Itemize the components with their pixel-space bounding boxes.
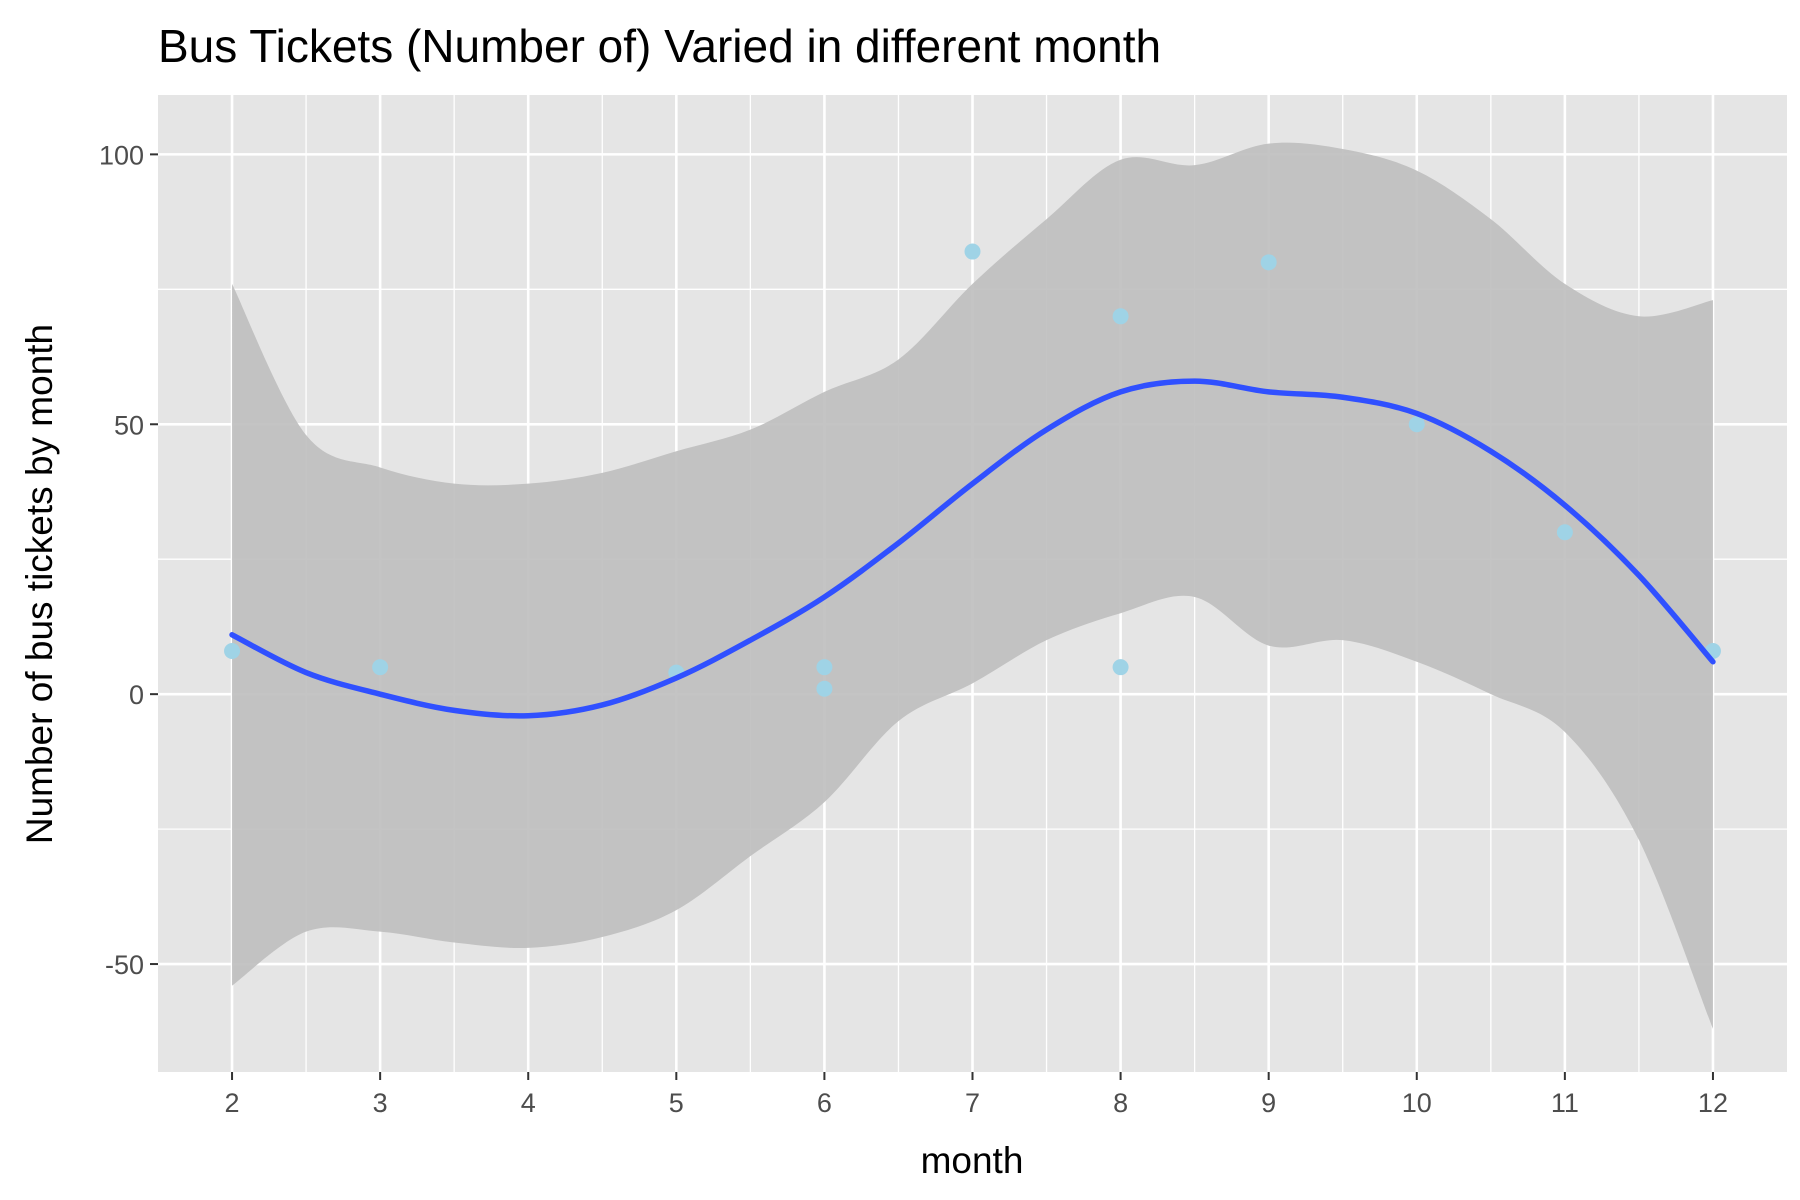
data-point — [372, 659, 389, 676]
data-point — [816, 659, 833, 676]
chart-title: Bus Tickets (Number of) Varied in differ… — [158, 20, 1161, 72]
smooth-trend-line — [229, 378, 1716, 719]
data-point — [1556, 524, 1573, 541]
data-point — [816, 680, 833, 697]
x-tick-label: 3 — [373, 1088, 388, 1118]
data-point — [1112, 659, 1129, 676]
data-point — [1260, 254, 1277, 271]
x-tick-label: 11 — [1551, 1088, 1579, 1118]
data-point — [1408, 416, 1425, 433]
data-point — [1112, 308, 1129, 325]
y-axis-title: Number of bus tickets by month — [19, 324, 60, 844]
x-axis-ticks: 2 3 4 5 6 7 8 9 10 11 12 — [225, 1072, 1728, 1118]
data-point — [224, 642, 241, 659]
x-tick-label: 10 — [1402, 1088, 1432, 1118]
y-tick-label: -50 — [105, 950, 144, 980]
data-point — [964, 243, 981, 260]
confidence-ribbon — [232, 142, 1713, 1029]
x-tick-label: 7 — [965, 1088, 980, 1118]
x-tick-label: 12 — [1698, 1088, 1728, 1118]
x-tick-label: 8 — [1113, 1088, 1128, 1118]
x-tick-label: 9 — [1261, 1088, 1276, 1118]
x-tick-label: 4 — [521, 1088, 536, 1118]
x-axis-title: month — [921, 1140, 1024, 1181]
data-points — [224, 243, 1721, 697]
x-tick-label: 5 — [669, 1088, 684, 1118]
x-tick-label: 2 — [225, 1088, 240, 1118]
y-tick-label: 0 — [129, 680, 144, 710]
y-axis-ticks: -50 0 50 100 — [99, 140, 158, 980]
y-tick-label: 50 — [114, 410, 144, 440]
y-tick-label: 100 — [99, 140, 144, 170]
x-tick-label: 6 — [817, 1088, 832, 1118]
